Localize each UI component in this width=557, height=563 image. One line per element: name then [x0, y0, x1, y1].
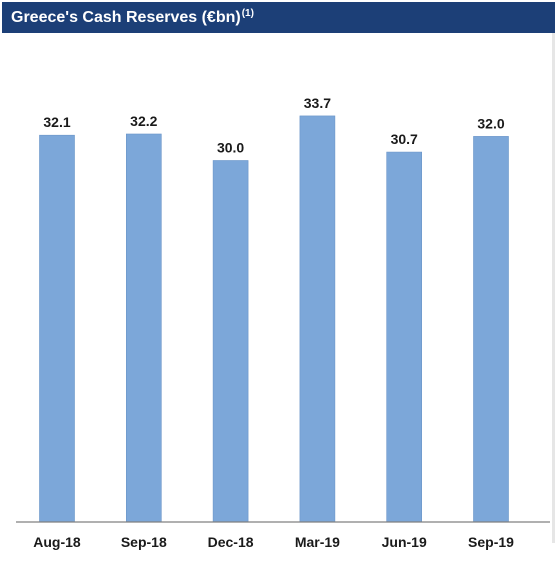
data-label: 33.7: [304, 95, 331, 111]
chart-title-bar: Greece's Cash Reserves (€bn)(1): [2, 2, 555, 33]
x-tick-label: Aug-18: [33, 534, 81, 550]
bar: [39, 134, 75, 523]
x-tick-label: Sep-18: [121, 534, 167, 550]
data-label: 30.0: [217, 140, 244, 156]
right-edge-divider: [552, 33, 555, 543]
data-label: 30.7: [391, 131, 418, 147]
data-label: 32.2: [130, 113, 157, 129]
bar-chart: 32.1 Aug-18 32.2 Sep-18 30.0 Dec-18 33.7 Mar-19…: [16, 95, 550, 550]
chart-title: Greece's Cash Reserves (€bn)(1): [11, 8, 254, 27]
bar: [473, 136, 509, 523]
bar: [126, 133, 162, 523]
x-tick-label: Jun-19: [382, 534, 427, 550]
data-label: 32.1: [43, 114, 70, 130]
chart-title-footnote: (1): [241, 8, 254, 19]
x-tick-label: Sep-19: [468, 534, 514, 550]
data-label: 32.0: [477, 115, 504, 131]
x-tick-label: Mar-19: [295, 534, 340, 550]
bar: [212, 160, 249, 523]
chart-title-text: Greece's Cash Reserves (€bn): [11, 9, 241, 26]
x-tick-label: Dec-18: [208, 534, 254, 550]
bar: [386, 151, 423, 523]
bar: [299, 115, 336, 523]
